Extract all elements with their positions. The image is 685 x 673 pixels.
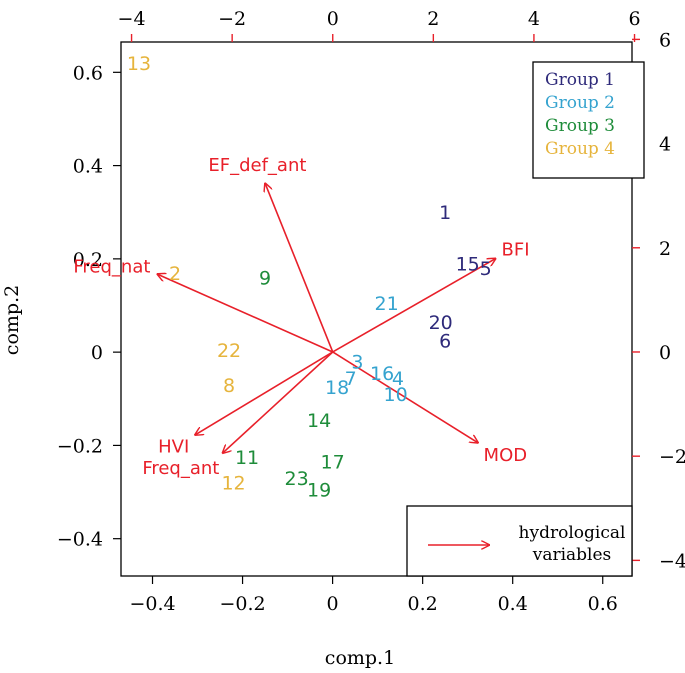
point-label: 21: [375, 293, 399, 315]
y-tick-label: 0: [91, 342, 103, 364]
point-label: 12: [221, 473, 245, 495]
x-tick-label: 0.2: [408, 593, 438, 615]
vector-arrow: [265, 183, 334, 353]
y-tick-label: 0.2: [73, 249, 103, 271]
point-label: 17: [321, 452, 345, 474]
x-tick-label: −0.4: [129, 593, 175, 615]
point-label: 22: [217, 340, 241, 362]
point-label: 3: [351, 351, 363, 373]
point-label: 5: [480, 258, 492, 280]
vector-label: Freq_nat: [73, 257, 150, 278]
point-label: 2: [169, 263, 181, 285]
top-tick-label: 4: [528, 8, 540, 30]
point-label: 1: [439, 202, 451, 224]
point-label: 7: [345, 368, 357, 390]
group-legend-entry: Group 2: [545, 93, 615, 113]
vector-arrow: [332, 351, 479, 443]
top-tick-label: 2: [427, 8, 439, 30]
point-label: 4: [392, 368, 404, 390]
vector-label: Freq_ant: [142, 458, 219, 479]
group-legend-entry: Group 4: [545, 139, 615, 159]
point-label: 9: [259, 268, 271, 290]
point-label: 14: [307, 410, 331, 432]
y-tick-label: −0.2: [57, 435, 103, 457]
point-label: 20: [429, 312, 453, 334]
vector-legend-label: hydrological variables: [519, 523, 626, 565]
point-label: 23: [284, 468, 308, 490]
x-tick-label: 0: [327, 593, 339, 615]
x-axis-label: comp.1: [325, 647, 395, 669]
y-tick-label: −0.4: [57, 529, 103, 551]
right-tick-label: −2: [659, 446, 685, 468]
right-tick-label: 4: [659, 134, 671, 156]
vector-legend-line: variables: [532, 545, 612, 565]
point-label: 16: [370, 363, 394, 385]
vector-arrow: [157, 274, 334, 353]
vector-legend: hydrological variables: [406, 505, 633, 577]
vector-arrow: [222, 351, 334, 454]
top-tick-label: 6: [628, 8, 640, 30]
y-axis-label: comp.2: [1, 285, 23, 355]
vector-legend-line: hydrological: [519, 523, 626, 543]
vector-arrow: [332, 258, 496, 353]
plot-frame: [120, 41, 633, 577]
y-tick-label: 0.6: [73, 62, 103, 84]
point-label: 6: [439, 330, 451, 352]
axes-layer: −0.4 −0.2 0 0.2 0.4 0.6 −0.4 −0.2 0 0.2 0.4 0.6 −4 −2…: [57, 8, 685, 615]
x-tick-label: −0.2: [219, 593, 265, 615]
point-label: 15: [456, 254, 480, 276]
right-tick-label: −4: [659, 550, 685, 572]
point-label: 11: [235, 447, 259, 469]
point-label: 13: [127, 53, 151, 75]
group-legend-box: [532, 61, 645, 179]
point-label: 10: [384, 384, 408, 406]
group-legend-entry: Group 3: [545, 116, 615, 136]
vector-label: BFI: [502, 239, 530, 260]
vector-arrow: [194, 351, 334, 435]
vector-label: EF_def_ant: [208, 155, 306, 176]
right-tick-label: 0: [659, 342, 671, 364]
vector-label: MOD: [484, 445, 528, 466]
top-tick-label: −4: [118, 8, 146, 30]
top-tick-label: 0: [327, 8, 339, 30]
right-tick-label: 2: [659, 238, 671, 260]
point-label: 19: [307, 480, 331, 502]
vector-label: HVI: [158, 437, 189, 458]
point-label: 8: [223, 375, 235, 397]
top-tick-label: −2: [218, 8, 246, 30]
x-tick-label: 0.6: [588, 593, 618, 615]
x-tick-label: 0.4: [498, 593, 528, 615]
group-legend-entry: Group 1: [545, 70, 615, 90]
right-tick-label: 6: [659, 29, 671, 51]
group-legend: Group 1 Group 2 Group 3 Group 4: [532, 61, 645, 179]
point-label: 18: [325, 377, 349, 399]
vector-legend-box: [406, 505, 633, 577]
y-tick-label: 0.4: [73, 156, 103, 178]
